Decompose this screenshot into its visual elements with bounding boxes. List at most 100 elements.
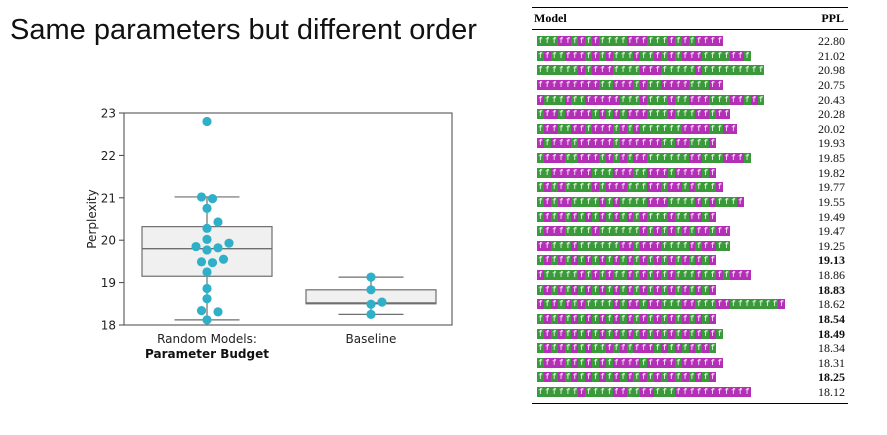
layer-token-green: f: [661, 226, 668, 237]
layer-token-magenta: f: [612, 387, 620, 397]
layer-token-green: f: [702, 284, 710, 295]
layer-token-magenta: f: [571, 284, 579, 295]
layer-token-green: f: [647, 94, 655, 105]
data-point: [377, 297, 387, 307]
data-point: [207, 258, 218, 268]
layer-token-green: f: [537, 211, 544, 222]
layer-token-green: f: [578, 357, 586, 368]
layer-token-green: f: [654, 211, 662, 222]
layer-token-green: f: [564, 372, 572, 383]
layer-token-magenta: f: [695, 387, 703, 397]
layer-token-green: f: [612, 240, 620, 251]
layer-token-magenta: f: [640, 153, 648, 163]
layer-token-green: f: [654, 79, 662, 90]
layer-token-green: f: [578, 240, 586, 251]
ppl-value: 18.25: [818, 370, 845, 385]
layer-token-green: f: [633, 270, 641, 280]
layer-token-green: f: [723, 270, 730, 280]
layer-token-green: f: [654, 153, 662, 163]
layer-token-green: f: [599, 36, 606, 46]
layer-token-green: f: [667, 138, 675, 149]
layer-token-magenta: f: [626, 313, 634, 324]
layer-token-green: f: [612, 270, 620, 280]
layer-token-magenta: f: [599, 328, 606, 339]
perplexity-boxplot: 18 19 20 21 22 23 Perplexity Random Models: P…: [85, 107, 453, 361]
layer-token-magenta: f: [702, 109, 710, 120]
layer-token-green: f: [674, 284, 682, 295]
layer-token-magenta: f: [688, 50, 696, 61]
layer-token-green: f: [578, 343, 586, 354]
layer-token-magenta: f: [564, 299, 572, 310]
layer-token-magenta: f: [619, 123, 627, 134]
layer-token-magenta: f: [654, 138, 662, 149]
layer-token-green: f: [619, 36, 627, 46]
layer-token-magenta: f: [571, 372, 579, 383]
layer-token-green: f: [674, 240, 682, 251]
layer-token-green: f: [750, 65, 758, 76]
layer-token-magenta: f: [585, 138, 593, 149]
layer-token-green: f: [661, 372, 668, 383]
layer-token-green: f: [695, 182, 703, 193]
layer-token-magenta: f: [537, 270, 544, 280]
layer-token-magenta: f: [578, 109, 586, 120]
layer-token-magenta: f: [674, 343, 682, 354]
layer-token-green: f: [626, 182, 634, 193]
layer-token-magenta: f: [647, 138, 655, 149]
layer-token-green: f: [674, 123, 682, 134]
layer-token-magenta: f: [723, 123, 730, 134]
layer-token-magenta: f: [667, 109, 675, 120]
layer-token-green: f: [661, 182, 668, 193]
table-row: f f f f f f f f f f f f f f f f f f f f f f f f f f 18.34: [532, 341, 848, 356]
layer-token-green: f: [661, 299, 668, 310]
table-row: f f f f f f f f f f f f f f f f f f f f f f f f f f 19.82: [532, 166, 848, 181]
data-point: [202, 294, 212, 304]
layer-token-magenta: f: [592, 123, 600, 134]
data-point: [202, 315, 212, 325]
layer-token-green: f: [571, 226, 579, 237]
layer-token-green: f: [647, 123, 655, 134]
layer-token-magenta: f: [537, 79, 544, 90]
layer-token-green: f: [716, 94, 724, 105]
layer-token-green: f: [599, 343, 606, 354]
layer-token-green: f: [771, 299, 779, 310]
layer-token-magenta: f: [640, 270, 648, 280]
layer-token-green: f: [757, 299, 765, 310]
layer-token-green: f: [537, 357, 544, 368]
layer-token-magenta: f: [681, 299, 689, 310]
layer-token-magenta: f: [557, 153, 565, 163]
layer-token-green: f: [723, 94, 730, 105]
layer-token-green: f: [537, 284, 544, 295]
layer-token-magenta: f: [578, 299, 586, 310]
layer-token-magenta: f: [667, 328, 675, 339]
layer-token-green: f: [702, 182, 710, 193]
layer-token-green: f: [619, 328, 627, 339]
layer-token-green: f: [550, 94, 558, 105]
layer-token-magenta: f: [667, 36, 675, 46]
layer-token-green: f: [716, 123, 724, 134]
layer-token-green: f: [633, 387, 641, 397]
layer-token-magenta: f: [571, 328, 579, 339]
layer-token-green: f: [743, 299, 751, 310]
layer-token-magenta: f: [571, 313, 579, 324]
layer-token-green: f: [688, 196, 696, 207]
layer-token-green: f: [674, 328, 682, 339]
layer-token-magenta: f: [654, 196, 662, 207]
layer-token-magenta: f: [674, 387, 682, 397]
table-row: f f f f f f f f f f f f f f f f f f f f f f f f f f f f f f f f f 20.98: [532, 63, 848, 78]
layer-token-magenta: f: [688, 387, 696, 397]
layer-token-magenta: f: [647, 65, 655, 76]
layer-token-green: f: [578, 313, 586, 324]
layer-token-green: f: [564, 123, 572, 134]
layer-token-green: f: [578, 196, 586, 207]
layer-token-magenta: f: [626, 211, 634, 222]
layer-token-green: f: [605, 313, 613, 324]
layer-token-green: f: [702, 255, 710, 266]
layer-token-magenta: f: [654, 240, 662, 251]
layer-token-green: f: [592, 255, 600, 266]
layer-token-magenta: f: [709, 387, 717, 397]
layer-token-magenta: f: [695, 226, 703, 237]
layer-token-green: f: [674, 94, 682, 105]
